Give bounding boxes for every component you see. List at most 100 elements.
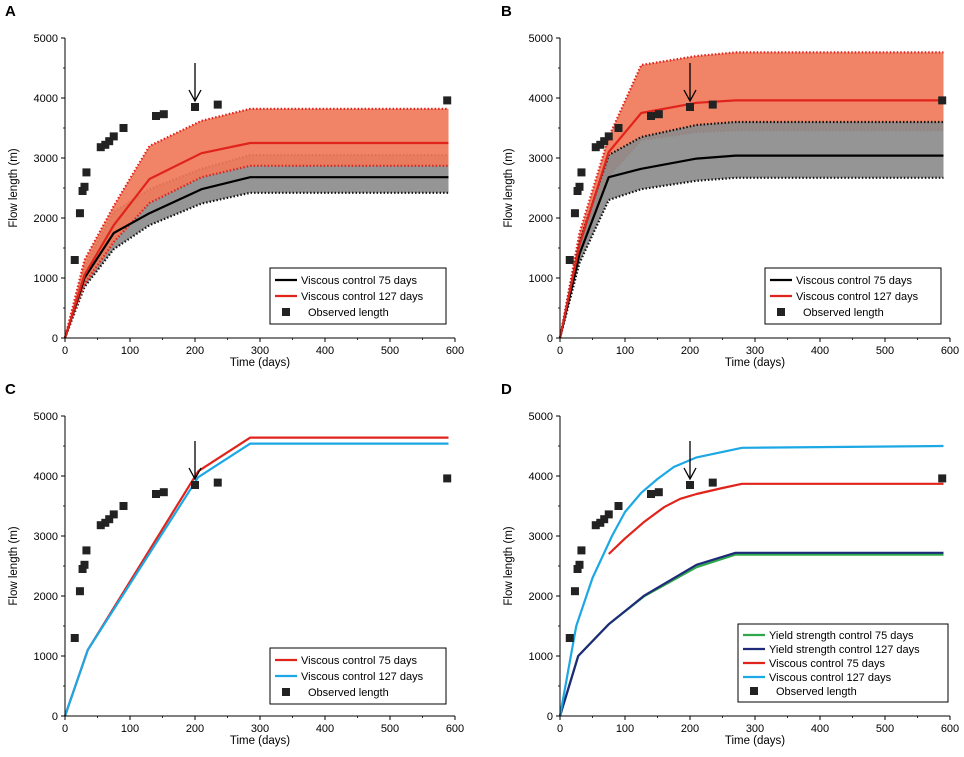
panel-A: A 0 1000 2000 3000 4000 5000 0 100 200 300 400 500 60… bbox=[5, 3, 464, 369]
observed-point bbox=[78, 187, 87, 195]
observed-point bbox=[600, 137, 609, 146]
y-tick-label: 0 bbox=[52, 711, 58, 723]
x-tick-label: 500 bbox=[381, 723, 399, 735]
x-tick-label: 400 bbox=[811, 723, 829, 735]
x-tick-label: 0 bbox=[557, 723, 563, 735]
x-axis-label: Time (days) bbox=[230, 735, 290, 747]
arrow-head bbox=[188, 467, 202, 481]
observed-point bbox=[565, 256, 574, 264]
series-viscous-control-127-days bbox=[558, 99, 944, 339]
x-tick-label: 200 bbox=[681, 345, 699, 357]
observed-point bbox=[152, 490, 160, 498]
observed-point bbox=[109, 132, 118, 141]
observed-point bbox=[80, 560, 89, 569]
y-tick-label: 1000 bbox=[529, 651, 553, 663]
series-yield-strength-control-127-days bbox=[558, 551, 944, 717]
y-tick-label: 0 bbox=[547, 711, 553, 723]
y-axis-label: Flow length (m) bbox=[8, 526, 20, 605]
panel-label: C bbox=[5, 381, 16, 398]
y-tick-label: 2000 bbox=[529, 591, 553, 603]
legend: Viscous control 75 days Viscous control 1… bbox=[269, 267, 447, 325]
x-tick-label: 400 bbox=[316, 345, 334, 357]
observed-point bbox=[70, 634, 79, 642]
legend-label: Yield strength control 75 days bbox=[769, 630, 914, 642]
observed-point bbox=[96, 143, 105, 152]
observed-point bbox=[82, 546, 91, 555]
y-tick-label: 1000 bbox=[34, 273, 58, 285]
arrow-head bbox=[188, 89, 202, 103]
x-tick-label: 300 bbox=[746, 723, 764, 735]
arrow-head bbox=[683, 467, 697, 481]
observed-point bbox=[604, 132, 613, 141]
observed-point bbox=[600, 515, 609, 524]
x-tick-label: 200 bbox=[186, 345, 204, 357]
observed-point bbox=[708, 100, 717, 109]
y-tick-label: 4000 bbox=[529, 93, 553, 105]
x-tick-label: 600 bbox=[446, 345, 464, 357]
x-tick-label: 100 bbox=[616, 723, 634, 735]
y-tick-label: 0 bbox=[52, 333, 58, 345]
observed-point bbox=[614, 502, 623, 510]
y-tick-label: 2000 bbox=[34, 213, 58, 225]
x-tick-label: 500 bbox=[876, 723, 894, 735]
series-viscous-control-75-days bbox=[607, 482, 944, 555]
legend: Viscous control 75 days Viscous control 1… bbox=[269, 647, 447, 705]
observed-point bbox=[570, 209, 579, 218]
x-tick-label: 400 bbox=[316, 723, 334, 735]
y-axis-label: Flow length (m) bbox=[503, 526, 515, 605]
x-tick-label: 300 bbox=[251, 723, 269, 735]
observed-point bbox=[575, 182, 584, 191]
x-tick-label: 0 bbox=[62, 345, 68, 357]
panel-D: D 0 1000 2000 3000 4000 5000 0 100 200 300 400 500 60… bbox=[501, 381, 959, 747]
observed-point bbox=[119, 502, 128, 510]
x-axis-label: Time (days) bbox=[725, 735, 785, 747]
observed-point bbox=[573, 187, 582, 195]
observed-point bbox=[82, 168, 91, 177]
observed-point bbox=[686, 103, 694, 111]
x-tick-label: 100 bbox=[121, 723, 139, 735]
observed-point bbox=[577, 546, 586, 555]
observed-point bbox=[686, 481, 694, 489]
x-tick-label: 0 bbox=[557, 345, 563, 357]
legend: Yield strength control 75 days Yield stre… bbox=[737, 623, 949, 703]
legend-label: Observed length bbox=[776, 686, 857, 698]
series-viscous-control-75-days bbox=[558, 154, 944, 339]
x-tick-label: 500 bbox=[876, 345, 894, 357]
legend-label: Viscous control 127 days bbox=[769, 672, 892, 684]
band-lower-edge bbox=[558, 176, 944, 339]
y-tick-label: 5000 bbox=[34, 33, 58, 45]
observed-point bbox=[443, 474, 452, 483]
observed-point bbox=[575, 560, 584, 569]
legend-swatch-observed bbox=[282, 308, 290, 316]
panel-label: B bbox=[501, 3, 512, 20]
observed-point bbox=[647, 112, 655, 120]
x-axis-label: Time (days) bbox=[725, 357, 785, 369]
legend-swatch-observed bbox=[750, 687, 758, 695]
y-tick-label: 4000 bbox=[529, 471, 553, 483]
panel-label: A bbox=[5, 3, 16, 20]
y-axis-label: Flow length (m) bbox=[8, 148, 20, 227]
observed-point bbox=[614, 124, 623, 132]
observed-point bbox=[213, 100, 222, 109]
y-tick-label: 0 bbox=[547, 333, 553, 345]
observed-point bbox=[78, 565, 87, 573]
x-tick-label: 600 bbox=[446, 723, 464, 735]
observed-point bbox=[105, 137, 114, 146]
x-tick-label: 100 bbox=[616, 345, 634, 357]
observed-point bbox=[191, 481, 199, 489]
y-tick-label: 2000 bbox=[529, 213, 553, 225]
legend-label: Observed length bbox=[308, 307, 389, 319]
observed-point bbox=[938, 474, 947, 483]
legend-box bbox=[269, 647, 447, 705]
y-tick-label: 5000 bbox=[529, 411, 553, 423]
legend-label: Viscous control 127 days bbox=[301, 291, 424, 303]
observed-point bbox=[119, 124, 128, 132]
x-tick-label: 600 bbox=[941, 723, 959, 735]
series-viscous-control-127-days bbox=[63, 442, 449, 717]
observed-point bbox=[565, 634, 574, 642]
panel-label: D bbox=[501, 381, 512, 398]
x-axis-label: Time (days) bbox=[230, 357, 290, 369]
observed-point bbox=[70, 256, 79, 264]
y-tick-label: 5000 bbox=[34, 411, 58, 423]
observed-point bbox=[109, 510, 118, 519]
